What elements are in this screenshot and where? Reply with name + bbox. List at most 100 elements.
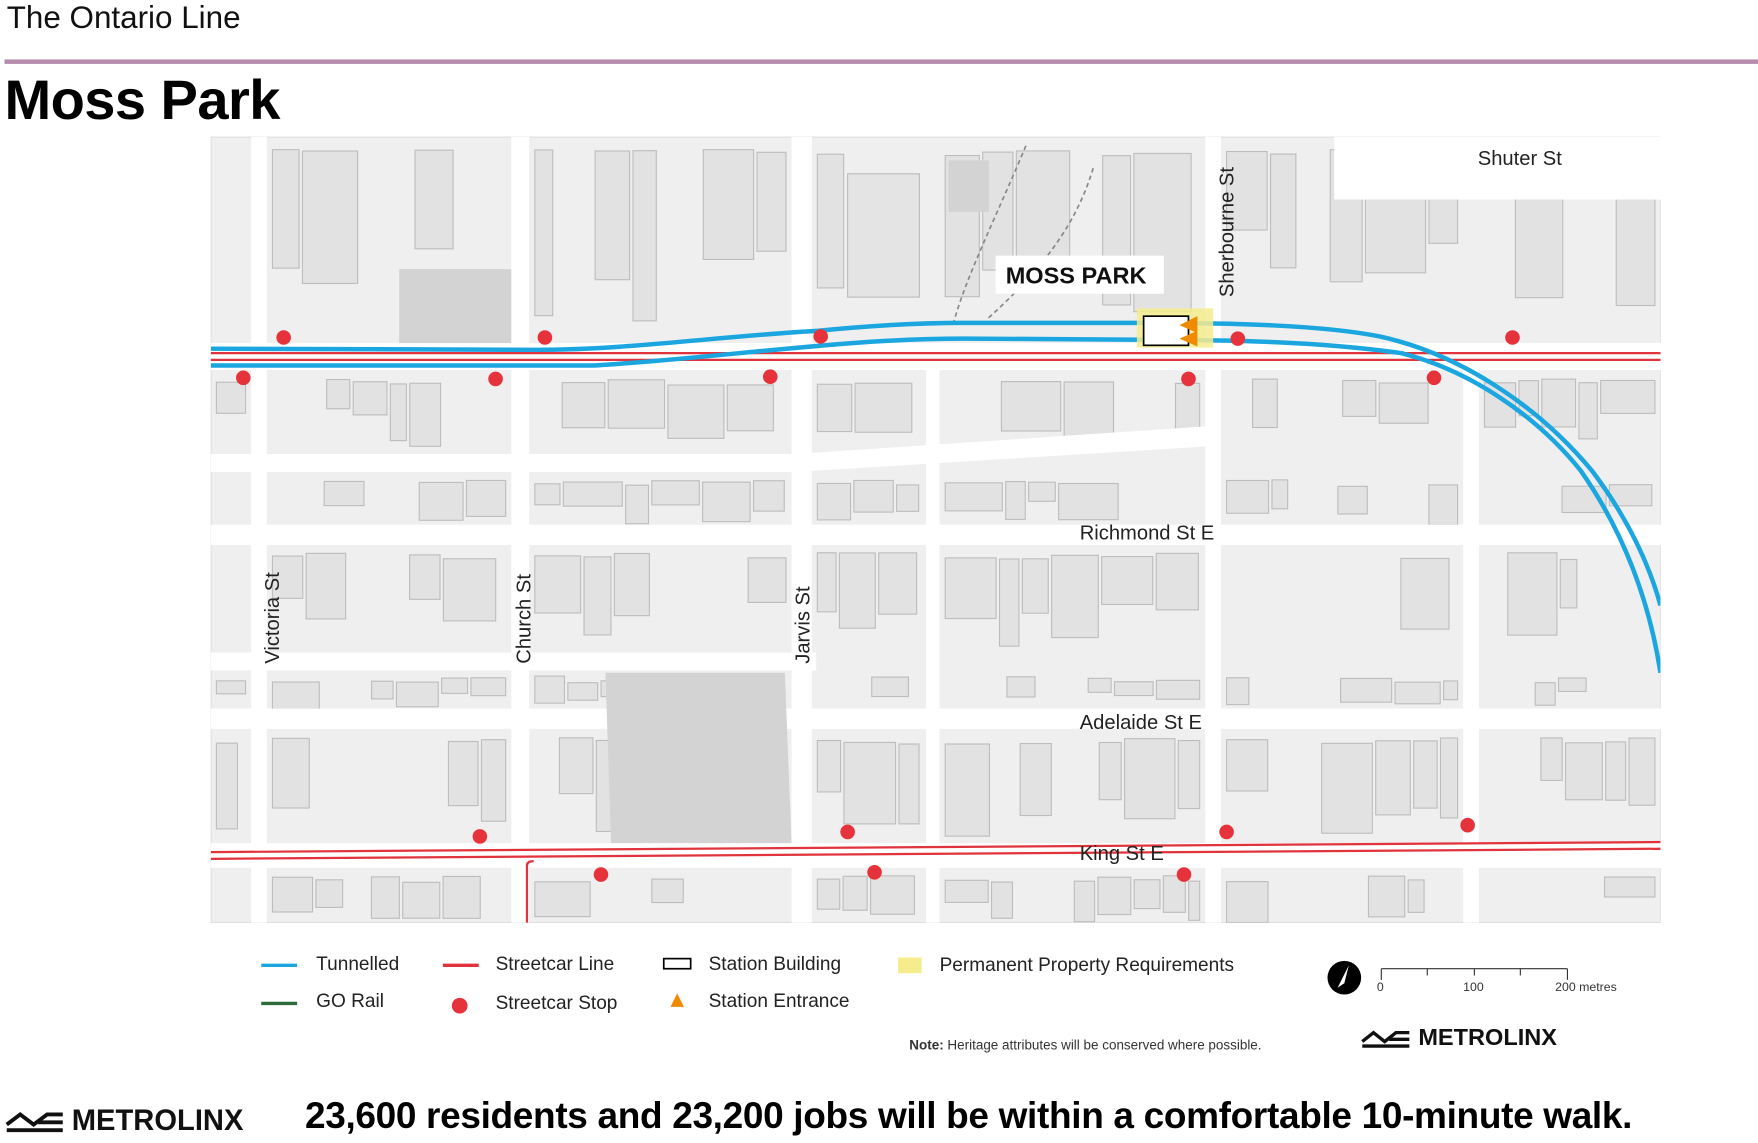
building bbox=[1394, 681, 1441, 705]
station-label-box bbox=[995, 255, 1164, 294]
streetcar-stop bbox=[1426, 370, 1442, 386]
building bbox=[1413, 740, 1438, 809]
legend-station-entrance: Station Entrance bbox=[708, 990, 850, 1012]
legend-go-rail: GO Rail bbox=[316, 990, 384, 1012]
building bbox=[370, 680, 394, 700]
building bbox=[898, 743, 920, 825]
building bbox=[816, 552, 837, 613]
building bbox=[1226, 739, 1269, 792]
building bbox=[1073, 880, 1096, 923]
streetcar-stop bbox=[1181, 371, 1196, 387]
building bbox=[1226, 150, 1268, 231]
legend-station-entrance-swatch bbox=[670, 993, 684, 1007]
building bbox=[418, 481, 464, 521]
building bbox=[1337, 485, 1368, 515]
building bbox=[414, 149, 454, 250]
building bbox=[447, 740, 479, 807]
building bbox=[1188, 880, 1201, 921]
building bbox=[1603, 876, 1656, 898]
building bbox=[944, 557, 997, 620]
building bbox=[594, 150, 631, 281]
building bbox=[1400, 557, 1450, 630]
building bbox=[1540, 737, 1563, 781]
building bbox=[1226, 881, 1269, 923]
building bbox=[441, 677, 469, 694]
building bbox=[756, 151, 787, 252]
building bbox=[613, 552, 650, 617]
building bbox=[944, 879, 989, 903]
series-title: The Ontario Line bbox=[6, 0, 241, 35]
building bbox=[816, 739, 842, 793]
streetcar-stop bbox=[762, 369, 778, 385]
heritage-note: Note: Heritage attributes will be conser… bbox=[909, 1037, 1261, 1053]
building bbox=[1113, 681, 1154, 697]
building bbox=[1058, 482, 1119, 521]
building bbox=[1177, 740, 1201, 810]
building bbox=[843, 741, 897, 825]
building bbox=[1342, 379, 1377, 417]
building bbox=[990, 881, 1014, 919]
note-text: Heritage attributes will be conserved wh… bbox=[947, 1037, 1262, 1053]
streetcar-stop bbox=[1230, 331, 1246, 346]
building bbox=[1015, 150, 1071, 271]
building bbox=[389, 383, 407, 442]
building bbox=[1443, 680, 1459, 701]
building bbox=[607, 379, 666, 429]
building bbox=[853, 479, 894, 513]
building bbox=[1005, 480, 1026, 520]
building bbox=[625, 484, 650, 525]
building bbox=[1269, 153, 1297, 269]
legend-streetcar-stop-swatch bbox=[451, 997, 468, 1014]
street-label-richmond: Richmond St E bbox=[1080, 522, 1215, 544]
scale-label-100: 100 bbox=[1463, 981, 1484, 995]
building bbox=[215, 680, 247, 695]
streetcar-stop bbox=[867, 865, 882, 880]
brand-name: METROLINX bbox=[71, 1103, 244, 1137]
streetcar-lines bbox=[210, 352, 1661, 923]
building bbox=[1428, 484, 1459, 526]
building bbox=[534, 881, 591, 918]
building bbox=[352, 381, 388, 416]
legend-station-building: Station Building bbox=[708, 953, 842, 975]
street-label-church: Church St bbox=[513, 574, 535, 664]
building bbox=[562, 481, 623, 507]
streetcar-stop bbox=[593, 867, 609, 882]
divider bbox=[4, 59, 1758, 64]
parks bbox=[399, 160, 989, 844]
building bbox=[271, 876, 314, 913]
building bbox=[583, 556, 612, 636]
building bbox=[1252, 378, 1278, 429]
building bbox=[752, 480, 785, 512]
building bbox=[561, 382, 606, 429]
building bbox=[1162, 875, 1186, 913]
building bbox=[816, 383, 853, 433]
building bbox=[1271, 479, 1289, 510]
building bbox=[558, 737, 594, 795]
building bbox=[534, 149, 554, 317]
street-label-jarvis: Jarvis St bbox=[793, 586, 815, 664]
building bbox=[816, 153, 845, 289]
building bbox=[271, 149, 300, 269]
building bbox=[271, 555, 304, 599]
station-map: MOSS PARK Shuter St Richmond St E Adelai… bbox=[210, 136, 1661, 923]
building bbox=[326, 378, 351, 410]
building bbox=[1133, 879, 1161, 910]
legend-property: Permanent Property Requirements bbox=[939, 954, 1235, 976]
legend-tunnelled: Tunnelled bbox=[316, 953, 400, 975]
building bbox=[702, 481, 751, 523]
building bbox=[271, 737, 310, 809]
building bbox=[1226, 479, 1270, 514]
tagline: 23,600 residents and 23,200 jobs will be… bbox=[304, 1094, 1633, 1136]
building bbox=[1226, 677, 1250, 706]
building bbox=[1534, 682, 1556, 706]
building bbox=[402, 881, 441, 919]
street-label-king: King St E bbox=[1080, 843, 1164, 865]
scale-label-0: 0 bbox=[1376, 981, 1384, 995]
note-label: Note: bbox=[909, 1037, 944, 1053]
building bbox=[896, 484, 920, 512]
building bbox=[1019, 742, 1052, 817]
page-title: Moss Park bbox=[4, 68, 280, 132]
building bbox=[667, 384, 725, 439]
building bbox=[409, 554, 441, 600]
building bbox=[465, 479, 507, 517]
